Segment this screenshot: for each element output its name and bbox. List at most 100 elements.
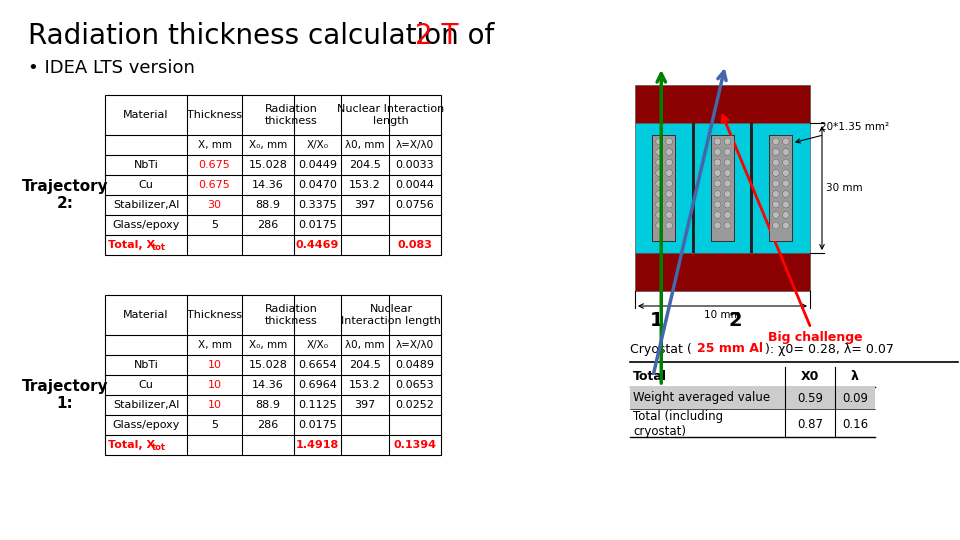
Text: X, mm: X, mm xyxy=(198,340,231,350)
Circle shape xyxy=(724,212,731,219)
Bar xyxy=(770,136,792,240)
Text: X0: X0 xyxy=(801,370,819,383)
Text: 10: 10 xyxy=(207,400,222,410)
Text: 0.6654: 0.6654 xyxy=(299,360,337,370)
Text: Trajectory
1:: Trajectory 1: xyxy=(22,379,108,411)
Circle shape xyxy=(714,170,721,177)
Bar xyxy=(653,136,675,240)
Circle shape xyxy=(714,201,721,208)
Circle shape xyxy=(724,222,731,229)
Bar xyxy=(750,123,754,253)
Text: 397: 397 xyxy=(354,400,375,410)
Text: 153.2: 153.2 xyxy=(349,180,381,190)
Bar xyxy=(635,123,810,253)
Text: Stabilizer,Al: Stabilizer,Al xyxy=(113,400,180,410)
Text: λ0, mm: λ0, mm xyxy=(346,340,385,350)
Bar xyxy=(652,134,676,241)
Circle shape xyxy=(665,138,673,145)
Text: 0.0470: 0.0470 xyxy=(298,180,337,190)
Text: 1.4918: 1.4918 xyxy=(296,440,339,450)
Text: X, mm: X, mm xyxy=(198,140,231,150)
Bar xyxy=(630,387,875,409)
Text: Cryostat (: Cryostat ( xyxy=(630,342,692,355)
Text: 0.0489: 0.0489 xyxy=(396,360,435,370)
Text: Glass/epoxy: Glass/epoxy xyxy=(112,420,180,430)
Text: 0.0044: 0.0044 xyxy=(396,180,435,190)
Text: 0.6964: 0.6964 xyxy=(298,380,337,390)
Bar xyxy=(711,136,733,240)
Text: NbTi: NbTi xyxy=(133,360,158,370)
Text: 0.675: 0.675 xyxy=(199,180,230,190)
Text: 397: 397 xyxy=(354,200,375,210)
Circle shape xyxy=(656,159,662,166)
Circle shape xyxy=(724,191,731,198)
Text: tot: tot xyxy=(152,443,166,453)
Circle shape xyxy=(656,148,662,156)
Text: 30 mm: 30 mm xyxy=(826,183,863,193)
Text: 0.3375: 0.3375 xyxy=(299,200,337,210)
Text: NbTi: NbTi xyxy=(133,160,158,170)
Circle shape xyxy=(665,148,673,156)
Circle shape xyxy=(656,212,662,219)
Bar xyxy=(710,134,734,241)
Text: 153.2: 153.2 xyxy=(349,380,381,390)
Text: Total (including
cryostat): Total (including cryostat) xyxy=(633,410,723,438)
Circle shape xyxy=(773,191,780,198)
Circle shape xyxy=(656,180,662,187)
Circle shape xyxy=(656,201,662,208)
Circle shape xyxy=(724,170,731,177)
Circle shape xyxy=(665,170,673,177)
Circle shape xyxy=(665,159,673,166)
Text: 25 mm Al: 25 mm Al xyxy=(697,342,763,355)
Circle shape xyxy=(773,148,780,156)
Text: X/X₀: X/X₀ xyxy=(306,140,328,150)
Text: • IDEA LTS version: • IDEA LTS version xyxy=(28,59,195,77)
Text: 15.028: 15.028 xyxy=(249,360,287,370)
Text: 204.5: 204.5 xyxy=(349,160,381,170)
Text: λ0, mm: λ0, mm xyxy=(346,140,385,150)
Text: Radiation thickness calculation of: Radiation thickness calculation of xyxy=(28,22,503,50)
Circle shape xyxy=(724,138,731,145)
Text: 10: 10 xyxy=(207,360,222,370)
Text: Total, X: Total, X xyxy=(108,240,156,250)
Text: λ: λ xyxy=(852,370,859,383)
Circle shape xyxy=(724,148,731,156)
Circle shape xyxy=(773,159,780,166)
Text: Weight averaged value: Weight averaged value xyxy=(633,392,770,404)
Bar xyxy=(105,295,441,455)
Circle shape xyxy=(714,191,721,198)
Text: 0.87: 0.87 xyxy=(797,417,823,430)
Circle shape xyxy=(665,201,673,208)
Text: 0.09: 0.09 xyxy=(842,392,868,404)
Text: 10: 10 xyxy=(207,380,222,390)
Circle shape xyxy=(773,170,780,177)
Circle shape xyxy=(714,159,721,166)
Circle shape xyxy=(782,201,789,208)
Text: ): χ0= 0.28, λ= 0.07: ): χ0= 0.28, λ= 0.07 xyxy=(765,342,894,355)
Circle shape xyxy=(714,148,721,156)
Text: 0.0175: 0.0175 xyxy=(299,220,337,230)
Bar xyxy=(692,123,695,253)
Circle shape xyxy=(665,222,673,229)
Text: Nuclear
Interaction length: Nuclear Interaction length xyxy=(341,304,441,326)
Text: Thickness: Thickness xyxy=(187,310,242,320)
Text: Nuclear Interaction
length: Nuclear Interaction length xyxy=(337,104,444,126)
Text: 0.0756: 0.0756 xyxy=(396,200,434,210)
Text: X₀, mm: X₀, mm xyxy=(249,340,287,350)
Text: 14.36: 14.36 xyxy=(252,180,284,190)
Circle shape xyxy=(782,191,789,198)
Circle shape xyxy=(773,138,780,145)
Text: 88.9: 88.9 xyxy=(255,400,280,410)
Text: Material: Material xyxy=(123,110,169,120)
Text: 20*1.35 mm²: 20*1.35 mm² xyxy=(796,122,889,143)
Text: 0.0033: 0.0033 xyxy=(396,160,434,170)
Text: 0.0653: 0.0653 xyxy=(396,380,434,390)
Text: Radiation
thickness: Radiation thickness xyxy=(265,304,318,326)
Text: 0.0252: 0.0252 xyxy=(396,400,435,410)
Text: 2 T: 2 T xyxy=(415,22,458,50)
Bar xyxy=(769,134,793,241)
Circle shape xyxy=(665,212,673,219)
Circle shape xyxy=(656,170,662,177)
Text: Glass/epoxy: Glass/epoxy xyxy=(112,220,180,230)
Text: X/X₀: X/X₀ xyxy=(306,340,328,350)
